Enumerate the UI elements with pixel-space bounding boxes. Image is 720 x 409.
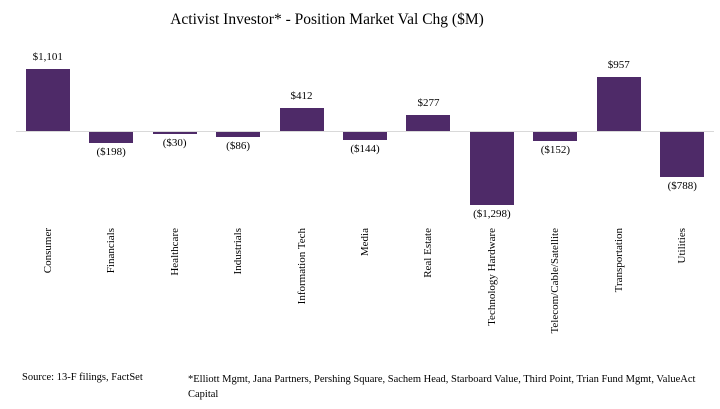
category-label: Industrials bbox=[232, 228, 245, 275]
bar-financials bbox=[89, 132, 134, 144]
bar-real-estate bbox=[406, 115, 451, 131]
value-label: ($152) bbox=[540, 143, 571, 156]
category-label-cell: Telecom/Cable/Satellite bbox=[524, 228, 587, 368]
category-label: Technology Hardware bbox=[485, 228, 498, 326]
category-label-cell: Media bbox=[333, 228, 396, 368]
value-label: $957 bbox=[607, 58, 630, 71]
category-label: Transportation bbox=[612, 228, 625, 293]
category-label: Financials bbox=[105, 228, 118, 274]
category-label-cell: Financials bbox=[79, 228, 142, 368]
category-label: Consumer bbox=[41, 228, 54, 274]
bar-technology-hardware bbox=[469, 132, 514, 206]
footnote-line-2: Capital bbox=[188, 389, 219, 400]
value-label: $1,101 bbox=[32, 50, 63, 63]
value-label: $277 bbox=[417, 97, 440, 110]
category-label-cell: Technology Hardware bbox=[460, 228, 523, 368]
category-label-cell: Real Estate bbox=[397, 228, 460, 368]
footnote: *Elliott Mgmt, Jana Partners, Pershing S… bbox=[188, 372, 695, 402]
bar-information-tech bbox=[279, 107, 324, 131]
category-label: Healthcare bbox=[168, 228, 181, 276]
category-label-cell: Healthcare bbox=[143, 228, 206, 368]
category-label-cell: Consumer bbox=[16, 228, 79, 368]
category-label: Media bbox=[358, 228, 371, 257]
category-label: Information Tech bbox=[295, 228, 308, 305]
source-note: Source: 13-F filings, FactSet bbox=[22, 372, 143, 383]
category-label: Telecom/Cable/Satellite bbox=[549, 228, 562, 334]
value-label: $412 bbox=[290, 89, 313, 102]
value-label: ($1,298) bbox=[473, 208, 511, 221]
bar-telecom-cable-satellite bbox=[533, 132, 578, 141]
bar-healthcare bbox=[152, 132, 197, 134]
bar-industrials bbox=[216, 132, 261, 137]
bar-media bbox=[343, 132, 387, 141]
bar-transportation bbox=[596, 76, 641, 131]
bar-consumer bbox=[25, 68, 70, 131]
value-label: ($30) bbox=[162, 136, 187, 149]
category-label-cell: Information Tech bbox=[270, 228, 333, 368]
value-label: ($198) bbox=[96, 146, 126, 159]
category-label: Utilities bbox=[676, 228, 689, 264]
category-label-cell: Transportation bbox=[587, 228, 650, 368]
bar-utilities bbox=[660, 132, 705, 177]
category-label-cell: Industrials bbox=[206, 228, 269, 368]
x-axis-line bbox=[16, 131, 714, 132]
value-label: ($144) bbox=[350, 143, 380, 156]
chart-title: Activist Investor* - Position Market Val… bbox=[170, 11, 484, 28]
category-label-cell: Utilities bbox=[651, 228, 714, 368]
category-label: Real Estate bbox=[422, 228, 435, 278]
value-label: ($788) bbox=[667, 179, 697, 192]
footnote-line-1: *Elliott Mgmt, Jana Partners, Pershing S… bbox=[188, 374, 696, 385]
value-label: ($86) bbox=[226, 139, 250, 152]
x-axis-labels: Consumer Financials Healthcare Industrials I… bbox=[16, 228, 714, 368]
